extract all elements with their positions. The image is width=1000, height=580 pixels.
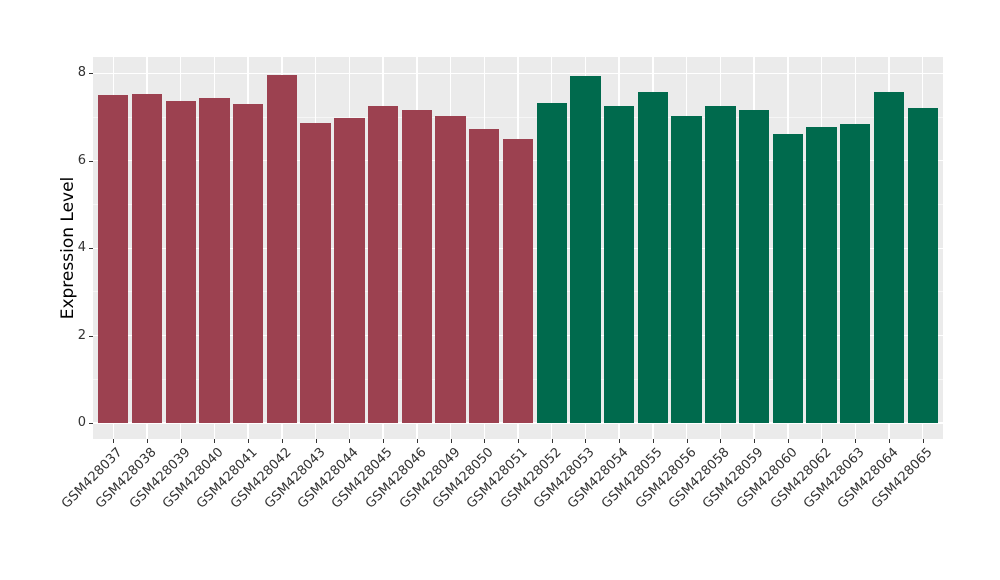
bar-GSM428039 [165,100,196,423]
x-tick-mark [652,439,654,443]
x-tick-mark [383,439,385,443]
bar-GSM428053 [570,76,601,423]
bar-GSM428060 [772,133,803,423]
x-tick-mark [720,439,722,443]
x-tick-mark [855,439,857,443]
y-tick-mark [89,248,93,250]
x-tick-mark [754,439,756,443]
x-tick-mark [922,439,924,443]
bar-GSM428054 [604,105,635,423]
x-tick-mark [349,439,351,443]
bar-GSM428063 [840,123,871,423]
y-tick-label: 2 [77,327,86,343]
bar-GSM428058 [705,105,736,423]
bar-GSM428052 [536,102,567,423]
bar-GSM428044 [334,117,365,423]
bar-GSM428062 [806,127,837,423]
bar-GSM428046 [401,109,432,423]
bar-GSM428042 [266,74,298,423]
bar-GSM428050 [469,129,500,423]
y-tick-label: 8 [77,65,86,81]
y-tick-mark [89,160,93,162]
bar-GSM428041 [232,103,264,423]
bar-GSM428037 [98,95,129,423]
x-tick-mark [686,439,688,443]
x-tick-mark [450,439,452,443]
y-tick-label: 4 [77,240,86,256]
bar-GSM428065 [907,108,938,423]
x-tick-mark [518,439,519,443]
y-tick-mark [89,335,93,337]
x-tick-mark [113,439,115,443]
x-tick-mark [619,439,621,443]
bar-GSM428056 [671,115,702,423]
bar-GSM428059 [738,109,770,423]
x-tick-mark [248,439,250,443]
x-tick-mark [180,439,182,443]
x-tick-mark [146,439,148,443]
bar-GSM428064 [873,91,905,423]
bar-GSM428055 [637,92,669,423]
x-tick-mark [551,439,553,443]
x-tick-mark [585,439,587,443]
y-tick-label: 0 [77,415,86,430]
x-tick-mark [821,439,823,443]
x-tick-mark [484,439,486,443]
bar-GSM428051 [502,138,534,423]
x-tick-mark [281,439,283,443]
bar-GSM428049 [435,115,466,423]
x-tick-mark [315,439,317,443]
y-tick-mark [89,423,93,424]
bar-GSM428040 [199,97,230,423]
y-tick-label: 6 [77,152,86,168]
x-tick-mark [787,439,789,443]
x-tick-mark [889,439,891,443]
bar-GSM428038 [131,93,163,423]
y-tick-mark [89,73,93,75]
x-tick-mark [416,439,418,443]
bar-GSM428043 [300,122,331,423]
bar-GSM428045 [367,106,399,423]
plot-area [93,57,943,439]
x-tick-mark [214,439,216,443]
